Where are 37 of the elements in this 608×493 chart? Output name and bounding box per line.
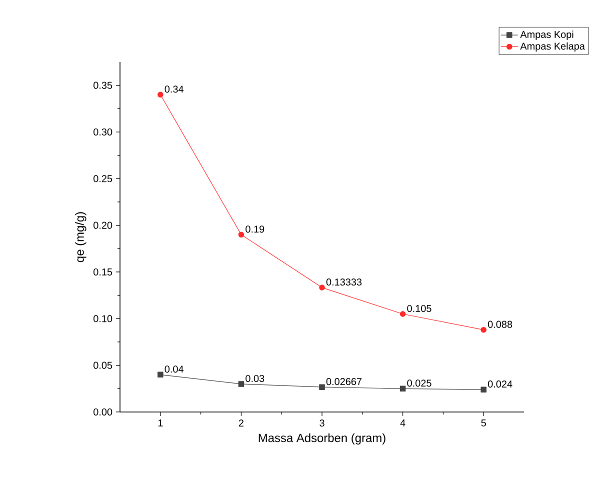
point: [319, 284, 325, 290]
data-label: 0.025: [407, 380, 432, 387]
data-label: 0.13333: [326, 278, 362, 286]
y-tick-label: 0.15: [94, 268, 112, 276]
data-label: 0.03: [246, 374, 264, 382]
point: [158, 372, 164, 378]
y-tick-label: 0.25: [94, 175, 112, 182]
y-tick-label: 0.00: [94, 408, 112, 416]
data-label: 0.024: [488, 380, 512, 388]
point: [480, 326, 486, 333]
point: [400, 311, 406, 317]
y-tick-label: 0.20: [94, 222, 112, 229]
x-tick-label: 4: [400, 419, 406, 426]
x-tick-label: 3: [320, 419, 324, 427]
data-label: 0.02667: [326, 378, 362, 386]
data-label: 0.04: [164, 366, 184, 373]
point: [238, 232, 244, 238]
y-tick-label: 0.30: [94, 128, 112, 136]
point: [238, 381, 244, 387]
legend-label: Ampas Kelapa: [520, 42, 585, 52]
data-label: 0.34: [164, 86, 184, 93]
point: [319, 384, 325, 390]
point: [158, 92, 164, 98]
y-tick-label: 0.10: [94, 315, 112, 322]
data-label: 0.088: [488, 320, 512, 328]
y-tick-label: 0.05: [94, 362, 112, 369]
data-label: 0.19: [246, 226, 264, 233]
x-tick-label: 5: [481, 419, 486, 426]
data-label: 0.105: [407, 304, 432, 312]
x-tick-label: 2: [238, 419, 244, 426]
legend-label: Ampas Kopi: [520, 30, 574, 40]
y-tick-label: 0.35: [94, 82, 112, 89]
point: [480, 386, 486, 392]
point: [400, 386, 406, 392]
x-tick-label: 1: [158, 419, 163, 426]
x-axis-title: Massa Adsorben (gram): [258, 433, 386, 445]
y-axis-title: qe (mg/g): [75, 212, 86, 262]
